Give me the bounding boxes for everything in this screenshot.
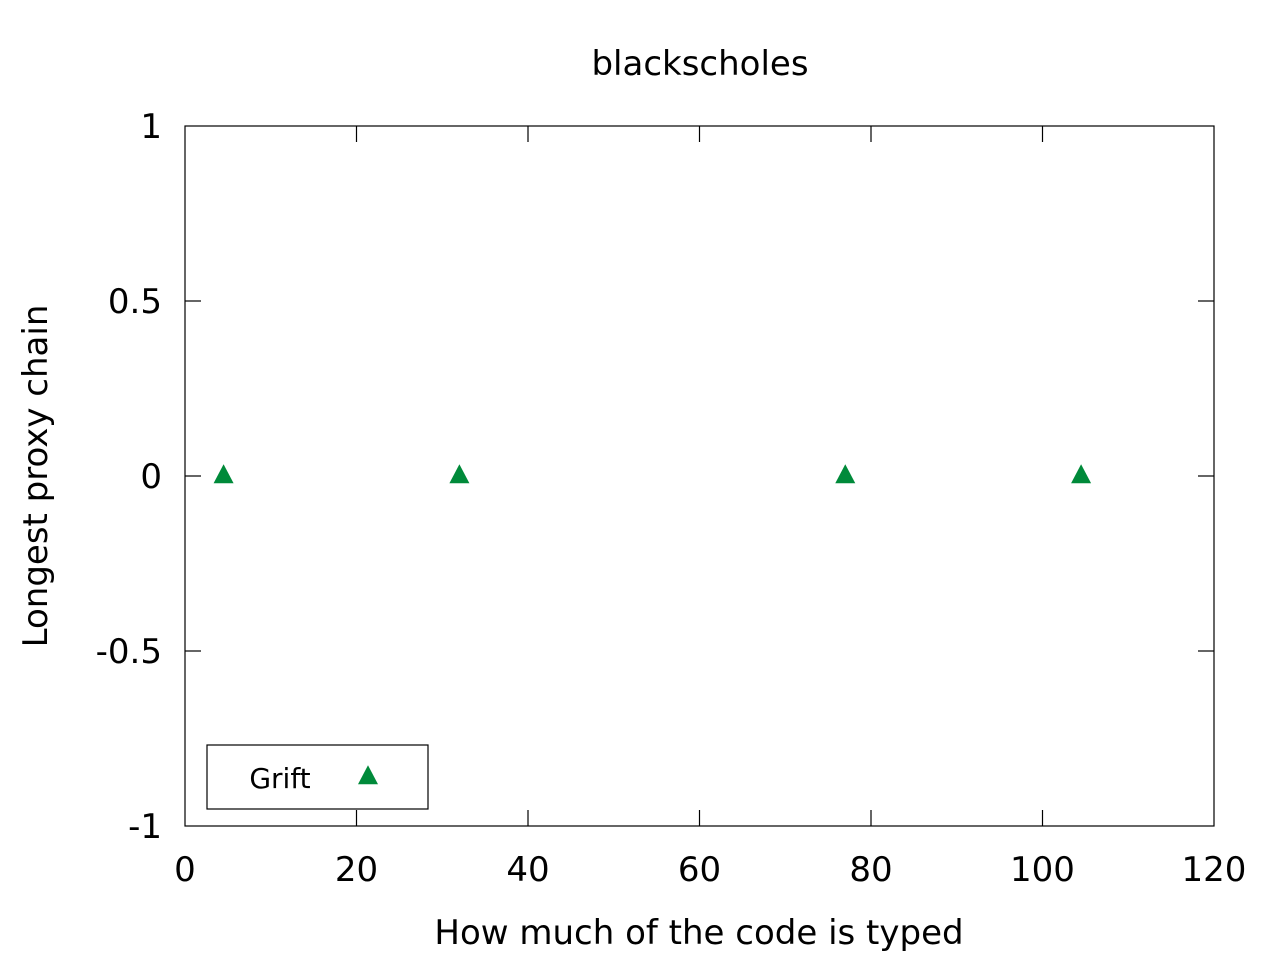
- data-point-grift: [1071, 464, 1092, 484]
- y-axis-tick-labels: -1 -0.5 0 0.5 1: [96, 107, 162, 847]
- plot-frame: [184, 125, 1215, 827]
- data-point-grift: [213, 464, 234, 484]
- legend-marker-grift: [358, 765, 378, 785]
- x-tick-label: 100: [1010, 850, 1075, 890]
- x-tick-label: 60: [678, 850, 721, 890]
- axis-ticks: [185, 126, 1214, 826]
- y-tick-label: -0.5: [96, 632, 162, 672]
- x-axis-label: How much of the code is typed: [434, 913, 963, 953]
- chart-title: blackscholes: [591, 44, 808, 84]
- x-tick-label: 120: [1182, 850, 1247, 890]
- data-point-grift: [449, 464, 470, 484]
- y-tick-label: 0: [140, 457, 162, 497]
- legend-box: [206, 744, 429, 810]
- x-tick-label: 80: [849, 850, 892, 890]
- legend-label-grift: Grift: [249, 762, 310, 795]
- y-axis-label: Longest proxy chain: [16, 305, 56, 648]
- y-tick-label: -1: [128, 807, 162, 847]
- x-axis-tick-labels: 0 20 40 60 80 100 120: [174, 850, 1246, 890]
- data-points: [213, 464, 1092, 484]
- x-tick-label: 20: [335, 850, 378, 890]
- legend-triangle-icon: [358, 765, 378, 785]
- y-tick-label: 0.5: [108, 282, 162, 322]
- y-tick-label: 1: [140, 107, 162, 147]
- data-point-grift: [835, 464, 856, 484]
- legend: Grift: [206, 744, 429, 810]
- x-tick-label: 0: [174, 850, 196, 890]
- x-tick-label: 40: [506, 850, 549, 890]
